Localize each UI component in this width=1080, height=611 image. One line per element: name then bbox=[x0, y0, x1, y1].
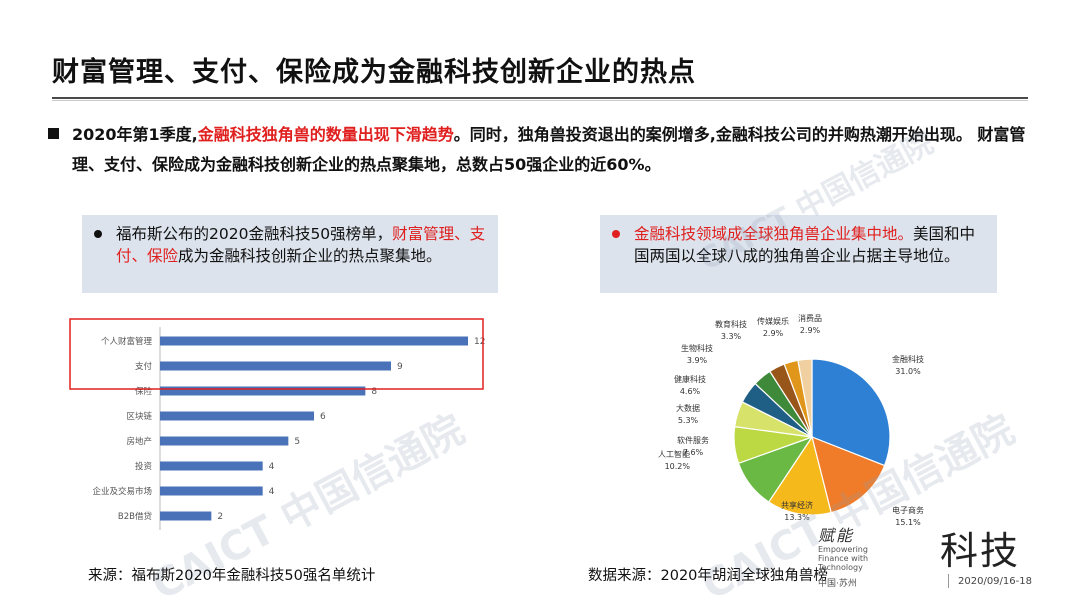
pie-category-label: 电子商务 bbox=[892, 505, 924, 515]
square-bullet-icon bbox=[48, 128, 59, 139]
right-summary-card: 金融科技领域成全球独角兽企业集中地。美国和中国两国以全球八成的独角兽企业占据主导… bbox=[600, 215, 997, 293]
pie-slice bbox=[767, 435, 832, 516]
bar-value-label: 12 bbox=[474, 337, 485, 347]
logo-script-text: 赋能 bbox=[818, 526, 855, 545]
pie-slice bbox=[811, 358, 891, 467]
bar-value-label: 6 bbox=[320, 412, 326, 422]
bar bbox=[160, 386, 366, 396]
intro-text-part1: 2020年第1季度, bbox=[72, 125, 198, 144]
pie-category-label: 软件服务 bbox=[677, 435, 709, 445]
pie-category-label: 健康科技 bbox=[674, 374, 706, 384]
pie-category-label: 共享经济 bbox=[781, 500, 813, 510]
pie-category-label: 人工智能 bbox=[658, 449, 690, 459]
black-bullet-icon bbox=[94, 230, 102, 238]
pie-category-label: 生物科技 bbox=[681, 343, 713, 353]
pie-value-label: 3.3% bbox=[721, 332, 742, 341]
pie-value-label: 7.6% bbox=[683, 448, 704, 457]
pie-value-label: 4.6% bbox=[680, 387, 701, 396]
logo-brand-text: 科技 bbox=[940, 529, 1021, 573]
bar-value-label: 2 bbox=[217, 512, 223, 522]
right-source-note: 数据来源：2020年胡润全球独角兽榜 bbox=[588, 568, 828, 584]
left-card-text-part1: 福布斯公布的2020金融科技50强榜单， bbox=[116, 225, 393, 243]
pie-value-label: 3.9% bbox=[687, 356, 708, 365]
logo-subtitle: Empowering Finance with Technology bbox=[818, 545, 869, 572]
bar-value-label: 4 bbox=[269, 462, 275, 472]
left-source-note: 来源：福布斯2020年金融科技50强名单统计 bbox=[88, 568, 376, 584]
pie-category-label: 传媒娱乐 bbox=[757, 316, 789, 326]
bar-value-label: 5 bbox=[294, 437, 300, 447]
bar bbox=[160, 411, 314, 421]
bar-category-label: 个人财富管理 bbox=[101, 336, 153, 347]
bar bbox=[160, 486, 263, 496]
pie-category-label: 金融科技 bbox=[892, 354, 924, 364]
bar-category-label: B2B借贷 bbox=[118, 511, 153, 522]
title-divider-light bbox=[52, 100, 1028, 101]
bar-category-label: 保险 bbox=[135, 386, 153, 397]
bar-value-label: 8 bbox=[371, 387, 377, 397]
bar-category-label: 投资 bbox=[135, 461, 153, 472]
left-summary-card: 福布斯公布的2020金融科技50强榜单，财富管理、支付、保险成为金融科技创新企业… bbox=[82, 215, 498, 293]
bar-value-label: 9 bbox=[397, 362, 403, 372]
pie-slice bbox=[811, 436, 886, 514]
page-title: 财富管理、支付、保险成为金融科技创新企业的热点 bbox=[52, 57, 696, 88]
intro-paragraph: 2020年第1季度,金融科技独角兽的数量出现下滑趋势。同时，独角兽投资退出的案例… bbox=[72, 120, 1040, 180]
logo-separator bbox=[948, 574, 949, 588]
pie-value-label: 13.3% bbox=[784, 513, 810, 522]
pie-value-label: 2.9% bbox=[763, 329, 784, 338]
pie-value-label: 10.2% bbox=[665, 462, 691, 471]
bar-category-label: 房地产 bbox=[126, 436, 152, 447]
highlight-box bbox=[69, 318, 484, 390]
right-card-text-part2: 美国和中国两国以全球八成的独角兽企业占据主导地位。 bbox=[634, 225, 976, 265]
title-divider bbox=[52, 97, 1028, 99]
left-card-highlight: 财富管理、支付、保险 bbox=[116, 225, 486, 265]
intro-text-part2: 。同时，独角兽投资退出的案例增多,金融科技公司的并购热潮开始出现。 财富管理、支… bbox=[72, 125, 1026, 174]
bar-value-label: 4 bbox=[269, 487, 275, 497]
bar bbox=[160, 336, 468, 346]
right-card-highlight: 金融科技领域成全球独角兽企业集中地。 bbox=[634, 225, 914, 243]
bar bbox=[160, 361, 391, 371]
bar bbox=[160, 461, 263, 471]
pie-category-label: 消费品 bbox=[798, 313, 822, 323]
pie-value-label: 31.0% bbox=[895, 367, 921, 376]
bar bbox=[160, 436, 289, 446]
logo-location: 中国·苏州 bbox=[818, 579, 857, 589]
pie-category-label: 教育科技 bbox=[715, 319, 747, 329]
pie-category-label: 大数据 bbox=[676, 403, 700, 413]
bar-category-label: 支付 bbox=[135, 361, 153, 372]
bar-category-label: 区块链 bbox=[126, 411, 152, 422]
bar-category-label: 企业及交易市场 bbox=[92, 486, 152, 497]
red-bullet-icon bbox=[612, 230, 620, 238]
pie-slice bbox=[797, 358, 813, 438]
left-card-text-part2: 成为金融科技创新企业的热点聚集地。 bbox=[178, 247, 442, 265]
bar bbox=[160, 511, 212, 521]
pie-value-label: 5.3% bbox=[678, 416, 699, 425]
event-date: 2020/09/16-18 bbox=[958, 576, 1032, 587]
intro-highlight: 金融科技独角兽的数量出现下滑趋势 bbox=[197, 125, 454, 144]
pie-value-label: 15.1% bbox=[895, 518, 921, 527]
pie-value-label: 2.9% bbox=[800, 326, 821, 335]
